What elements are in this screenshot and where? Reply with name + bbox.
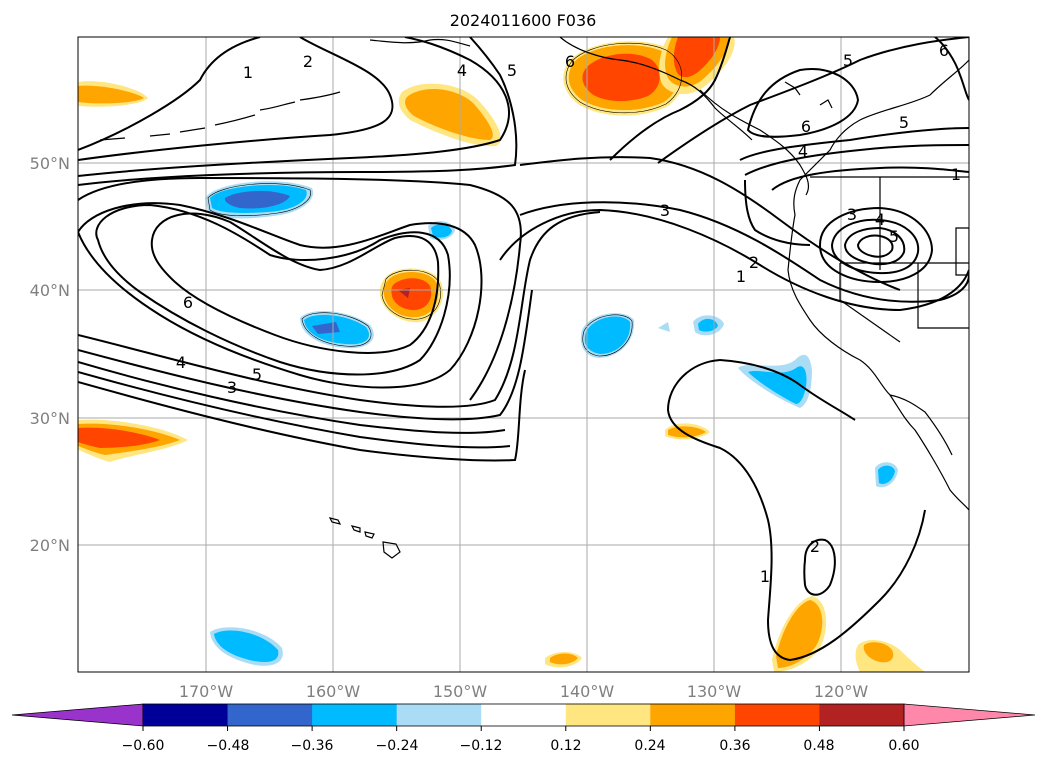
lat-label: 40°N	[30, 281, 70, 300]
contour-label: 4	[457, 61, 467, 80]
lon-labels: 170°W 160°W 150°W 140°W 130°W 120°W	[179, 682, 869, 701]
colorbar-tick-label: −0.36	[291, 738, 334, 754]
colorbar-tick-label: 0.12	[550, 738, 581, 754]
colorbar-swatch	[819, 704, 905, 726]
negative-anomaly-south	[210, 627, 283, 666]
colorbar-swatch	[312, 704, 398, 726]
colorbar-swatch	[734, 704, 820, 726]
colorbar-swatch	[650, 704, 736, 726]
map-panel: 1 2 4 5 6 5 6 5 6 4 1 3 2 1 3 4 5 6 4 3 …	[78, 37, 969, 672]
positive-anomaly-gulf	[398, 83, 501, 147]
shaded-fields	[78, 37, 925, 672]
colorbar: −0.60 −0.48 −0.36 −0.24 −0.12 0.12 0.24 …	[11, 703, 1036, 754]
colorbar-tick-label: 0.60	[888, 738, 919, 754]
contour-label-group: 1 2 4 5 6 5 6 5 6 4 1 3 2 1 3 4 5 6 4 3 …	[176, 41, 961, 586]
colorbar-tick-label: −0.24	[376, 738, 419, 754]
colorbar-ticks	[142, 726, 905, 731]
lon-label: 130°W	[687, 682, 742, 701]
map-frame	[77, 36, 970, 673]
contour-label: 3	[847, 205, 857, 224]
colorbar-tick-label: 0.48	[803, 738, 834, 754]
colorbar-under-extension	[11, 703, 144, 727]
contour-label: 1	[243, 63, 253, 82]
contour-label: 2	[749, 253, 759, 272]
negative-anomaly-east	[580, 313, 898, 488]
lon-label: 160°W	[306, 682, 361, 701]
colorbar-tick-label: 0.24	[634, 738, 665, 754]
contour-label: 5	[252, 365, 262, 384]
lat-label: 20°N	[30, 536, 70, 555]
contour-lines	[78, 37, 969, 662]
contour-label: 6	[939, 41, 949, 60]
colorbar-swatch	[565, 704, 651, 726]
contour-label: 3	[227, 378, 237, 397]
colorbar-swatch	[227, 704, 313, 726]
lon-label: 120°W	[814, 682, 869, 701]
contour-label: 6	[183, 293, 193, 312]
contour-label: 1	[736, 267, 746, 286]
graticule	[78, 37, 969, 672]
contour-label: 1	[951, 165, 961, 184]
contour-label: 3	[660, 201, 670, 220]
contour-label: 5	[843, 51, 853, 70]
contour-label: 4	[798, 142, 808, 161]
colorbar-tick-label: −0.48	[207, 738, 250, 754]
contour-label: 1	[760, 567, 770, 586]
contour-label: 5	[899, 113, 909, 132]
anomaly-outlines	[207, 42, 682, 357]
lat-label: 50°N	[30, 154, 70, 173]
lon-label: 170°W	[179, 682, 234, 701]
contour-label: 2	[303, 52, 313, 71]
colorbar-swatch	[481, 704, 567, 726]
negative-anomaly-nw	[205, 181, 314, 219]
colorbar-swatch	[396, 704, 482, 726]
colorbar-tick-labels: −0.60 −0.48 −0.36 −0.24 −0.12 0.12 0.24 …	[122, 738, 920, 754]
contour-label: 5	[889, 227, 899, 246]
colorbar-swatches	[11, 703, 1036, 727]
colorbar-over-extension	[903, 703, 1036, 727]
contour-label: 2	[810, 537, 820, 556]
contour-label: 6	[565, 52, 575, 71]
contour-label: 5	[507, 61, 517, 80]
colorbar-swatch	[143, 704, 229, 726]
positive-anomaly-nw	[78, 81, 148, 107]
colorbar-frame	[142, 703, 905, 727]
positive-anomaly-alaska	[563, 41, 685, 116]
contour-label: 6	[801, 117, 811, 136]
lat-label: 30°N	[30, 409, 70, 428]
lat-labels: 50°N 40°N 30°N 20°N	[30, 154, 70, 555]
colorbar-tick-label: −0.60	[122, 738, 165, 754]
colorbar-tick-label: 0.36	[719, 738, 750, 754]
positive-anomaly-west	[78, 419, 188, 462]
lon-label: 150°W	[433, 682, 488, 701]
positive-anomaly-bc	[659, 37, 735, 95]
contour-label: 4	[176, 353, 186, 372]
lon-label: 140°W	[560, 682, 615, 701]
positive-anomaly-central	[379, 268, 444, 323]
colorbar-tick-label: −0.12	[460, 738, 503, 754]
map-title: 2024011600 F036	[450, 11, 597, 30]
contour-label: 4	[875, 210, 885, 229]
positive-anomaly-south	[545, 423, 925, 672]
